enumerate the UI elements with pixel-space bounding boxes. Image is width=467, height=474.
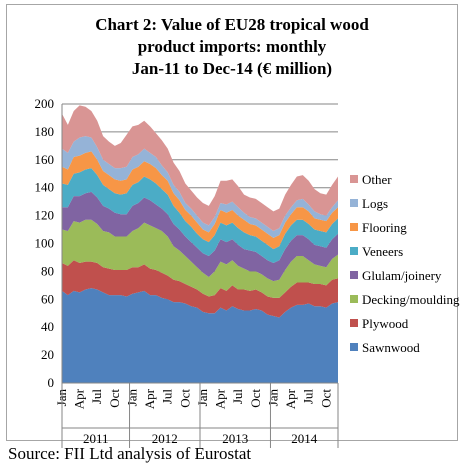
y-tick-label: 200	[35, 96, 55, 111]
legend-swatch-plywood	[350, 319, 358, 327]
y-tick-label: 160	[35, 152, 55, 167]
source-note: Source: FII Ltd analysis of Eurostat	[8, 444, 252, 463]
legend-label-other: Other	[362, 172, 392, 187]
y-tick-label: 20	[41, 347, 54, 362]
chart-title-line-2: product imports: monthly	[137, 37, 327, 56]
legend-swatch-decking-moulding	[350, 295, 358, 303]
x-tick-label: Jul	[301, 389, 316, 405]
legend-label-logs: Logs	[362, 196, 388, 211]
area-other	[62, 105, 338, 231]
legend-label-glulam-joinery: Glulam/joinery	[362, 268, 442, 283]
year-label: 2011	[83, 431, 109, 446]
area-logs	[62, 136, 338, 238]
year-label: 2013	[222, 431, 248, 446]
area-glulam-joinery	[62, 191, 338, 282]
legend-swatch-other	[350, 175, 358, 183]
area-sawnwood	[62, 288, 338, 383]
year-label: 2014	[291, 431, 318, 446]
legend-label-flooring: Flooring	[362, 220, 407, 235]
legend-swatch-sawnwood	[350, 343, 358, 351]
x-tick-label: Apr	[142, 388, 157, 409]
x-tick-label: Jul	[230, 389, 245, 405]
chart-title-line-1: Chart 2: Value of EU28 tropical wood	[95, 15, 369, 34]
y-tick-label: 140	[35, 180, 55, 195]
y-tick-label: 60	[41, 291, 54, 306]
x-tick-label: Jan	[265, 389, 280, 407]
y-tick-label: 120	[35, 208, 55, 223]
legend-label-decking-moulding: Decking/moulding	[362, 292, 460, 307]
x-tick-label: Oct	[107, 389, 122, 408]
x-tick-label: Jan	[195, 389, 210, 407]
area-flooring	[62, 151, 338, 250]
chart-title: Chart 2: Value of EU28 tropical wood pro…	[6, 14, 458, 80]
legend-label-veneers: Veneers	[362, 244, 403, 259]
y-tick-label: 180	[35, 124, 55, 139]
y-tick-label: 40	[41, 319, 54, 334]
legend-label-plywood: Plywood	[362, 316, 409, 331]
legend-swatch-glulam-joinery	[350, 271, 358, 279]
axes: 020406080100120140160180200JanAprJulOctJ…	[35, 96, 339, 448]
area-veneers	[62, 168, 338, 264]
area-plywood	[62, 260, 338, 318]
x-tick-label: Oct	[318, 389, 333, 408]
legend-swatch-flooring	[350, 223, 358, 231]
area-decking-moulding	[62, 219, 338, 298]
x-tick-label: Apr	[72, 388, 87, 409]
chart-title-line-3: Jan-11 to Dec-14 (€ million)	[131, 59, 333, 78]
x-tick-label: Oct	[248, 389, 263, 408]
y-tick-label: 0	[48, 375, 55, 390]
x-tick-label: Jul	[89, 389, 104, 405]
x-tick-label: Jan	[125, 389, 140, 407]
legend-swatch-logs	[350, 199, 358, 207]
y-tick-label: 100	[35, 236, 55, 251]
y-tick-label: 80	[41, 263, 54, 278]
x-tick-label: Oct	[177, 389, 192, 408]
x-tick-label: Apr	[213, 388, 228, 409]
legend-swatch-veneers	[350, 247, 358, 255]
x-tick-label: Apr	[283, 388, 298, 409]
legend-label-sawnwood: Sawnwood	[362, 340, 420, 355]
x-tick-label: Jul	[160, 389, 175, 405]
legend: Other Logs Flooring Veneers Glulam/joinery De…	[350, 172, 460, 355]
year-label: 2012	[152, 431, 178, 446]
data-areas	[62, 105, 338, 383]
